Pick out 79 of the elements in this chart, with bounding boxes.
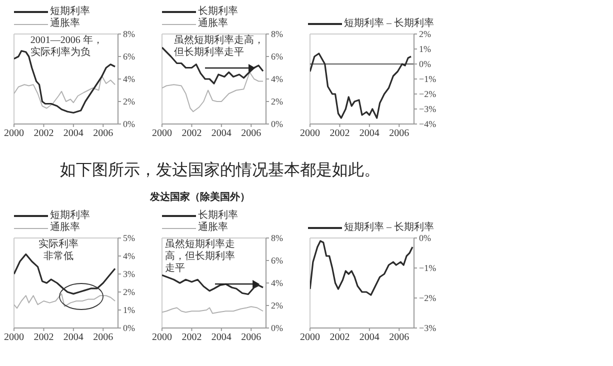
line-series [162, 274, 264, 296]
x-tick-label: 2002 [34, 128, 54, 140]
legend-label: 通胀率 [198, 222, 228, 234]
y-tick-label: −3% [419, 104, 437, 114]
annotation: 虽然短期利率走高，但长期利率走平 [174, 35, 265, 59]
x-tick-label: 2002 [34, 332, 54, 344]
y-tick-label: 2% [271, 300, 284, 311]
x-tick-label: 2004 [359, 332, 380, 344]
legend-label: 短期利率 [50, 210, 90, 222]
y-tick-label: 2% [123, 96, 136, 107]
x-tick-label: 2000 [300, 332, 320, 344]
x-tick-label: 2002 [330, 332, 350, 344]
legend-label: 长期利率 [198, 6, 238, 18]
line-series [14, 293, 116, 309]
y-tick-label: −4% [419, 119, 437, 130]
y-tick-label: 8% [271, 233, 284, 244]
legend-label: 通胀率 [50, 222, 80, 234]
x-tick-label: 2000 [300, 128, 320, 140]
x-tick-label: 2006 [93, 332, 114, 344]
x-tick-label: 2006 [241, 332, 262, 344]
line-series [310, 52, 412, 119]
annotation: 虽然短期利率走高，但长期利率走平 [164, 239, 236, 275]
y-tick-label: 6% [271, 256, 284, 266]
y-tick-label: −2% [419, 293, 437, 304]
line-series [14, 75, 116, 109]
legend-label: 短期利率 – 长期利率 [344, 18, 434, 30]
y-tick-label: 5% [123, 233, 136, 244]
x-tick-label: 2006 [389, 128, 410, 140]
y-tick-label: 4% [123, 251, 136, 262]
x-tick-label: 2006 [93, 128, 114, 140]
y-tick-label: −3% [419, 323, 437, 334]
y-tick-label: 6% [271, 52, 284, 62]
x-tick-label: 2004 [211, 128, 232, 140]
y-tick-label: 1% [419, 44, 432, 54]
y-tick-label: 0% [123, 323, 136, 334]
x-tick-label: 2006 [389, 332, 410, 344]
y-tick-label: 0% [419, 233, 432, 244]
y-tick-label: 6% [123, 52, 136, 62]
y-tick-label: 0% [419, 59, 432, 70]
y-tick-label: 2% [271, 96, 284, 107]
x-tick-label: 2004 [63, 332, 84, 344]
legend-label: 通胀率 [50, 18, 80, 30]
y-tick-label: 0% [271, 119, 284, 130]
line-series [310, 240, 414, 296]
y-tick-label: 0% [123, 119, 136, 130]
y-tick-label: 4% [123, 74, 136, 84]
y-tick-label: 0% [271, 323, 284, 334]
y-tick-label: 2% [123, 287, 136, 298]
legend-label: 短期利率 [50, 6, 90, 18]
x-tick-label: 2000 [4, 332, 24, 344]
legend-label: 通胀率 [198, 18, 228, 30]
y-tick-label: 4% [271, 278, 284, 288]
x-tick-label: 2004 [359, 128, 380, 140]
y-tick-label: 8% [271, 29, 284, 40]
x-tick-label: 2006 [241, 128, 262, 140]
annotation: 2001—2006 年，实际利率为负 [30, 35, 104, 59]
line-series [162, 46, 264, 84]
x-tick-label: 2002 [182, 332, 202, 344]
x-tick-label: 2004 [63, 128, 84, 140]
y-tick-label: 4% [271, 74, 284, 84]
x-tick-label: 2002 [330, 128, 350, 140]
y-tick-label: 3% [123, 269, 136, 280]
legend-label: 短期利率 – 长期利率 [344, 222, 434, 234]
x-tick-label: 2000 [152, 128, 172, 140]
y-tick-label: 2% [419, 29, 432, 40]
x-tick-label: 2002 [182, 128, 202, 140]
annotation: 实际利率非常低 [38, 239, 79, 263]
y-tick-label: −2% [419, 89, 437, 100]
x-tick-label: 2000 [4, 128, 24, 140]
text: 如下图所示，发达国家的情况基本都是如此。 [59, 160, 381, 181]
y-tick-label: 1% [123, 305, 136, 316]
y-tick-label: 8% [123, 29, 136, 40]
x-tick-label: 2000 [152, 332, 172, 344]
y-tick-label: −1% [419, 74, 437, 84]
legend-label: 长期利率 [198, 210, 238, 222]
chart-title: 发达国家（除美国外） [150, 190, 250, 204]
x-tick-label: 2004 [211, 332, 232, 344]
line-series [162, 306, 264, 314]
y-tick-label: −1% [419, 263, 437, 274]
